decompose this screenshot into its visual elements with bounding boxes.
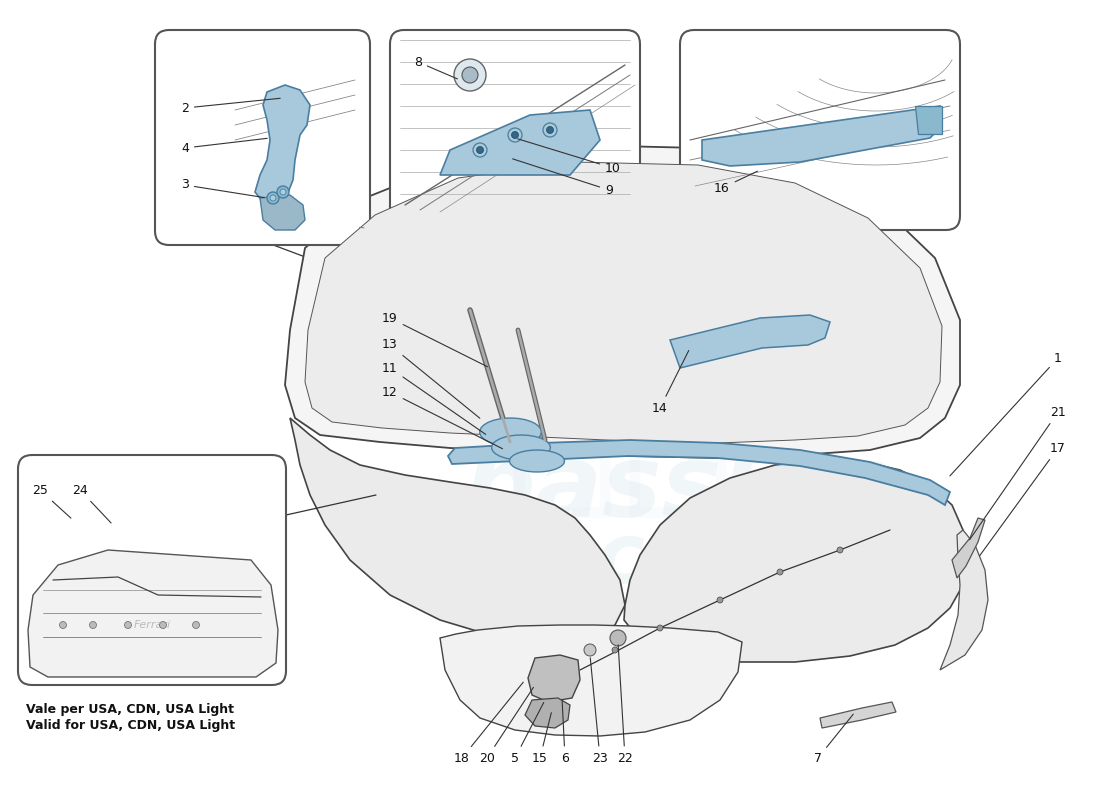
Circle shape xyxy=(612,647,618,653)
Text: 19: 19 xyxy=(382,311,487,366)
Text: 22: 22 xyxy=(617,645,632,765)
Polygon shape xyxy=(480,418,541,446)
Text: since 1985: since 1985 xyxy=(458,519,962,601)
Text: 13: 13 xyxy=(382,338,480,418)
Circle shape xyxy=(777,569,783,575)
Circle shape xyxy=(657,625,663,631)
FancyBboxPatch shape xyxy=(155,30,370,245)
Circle shape xyxy=(267,192,279,204)
Text: 𝓖𝓢: 𝓖𝓢 xyxy=(504,336,737,524)
Circle shape xyxy=(454,59,486,91)
FancyBboxPatch shape xyxy=(680,30,960,230)
Polygon shape xyxy=(952,518,984,578)
Circle shape xyxy=(837,547,843,553)
Text: 18: 18 xyxy=(454,682,524,765)
Text: 23: 23 xyxy=(591,658,608,765)
Text: Valid for USA, CDN, USA Light: Valid for USA, CDN, USA Light xyxy=(26,719,235,732)
Circle shape xyxy=(192,622,199,629)
Circle shape xyxy=(512,131,518,138)
Text: 11: 11 xyxy=(382,362,486,434)
Circle shape xyxy=(473,143,487,157)
Circle shape xyxy=(610,630,626,646)
Polygon shape xyxy=(260,195,305,230)
Polygon shape xyxy=(255,85,310,205)
Polygon shape xyxy=(448,440,950,505)
Circle shape xyxy=(547,126,553,134)
Polygon shape xyxy=(702,106,942,166)
Text: 9: 9 xyxy=(513,159,613,197)
Polygon shape xyxy=(525,698,570,728)
Text: 5: 5 xyxy=(512,702,543,765)
Text: 16: 16 xyxy=(714,171,758,194)
Text: 7: 7 xyxy=(814,714,854,765)
Circle shape xyxy=(462,67,478,83)
Polygon shape xyxy=(285,145,960,458)
Circle shape xyxy=(543,123,557,137)
Text: 15: 15 xyxy=(532,713,551,765)
Polygon shape xyxy=(440,625,742,736)
Circle shape xyxy=(476,146,484,154)
Polygon shape xyxy=(440,110,600,175)
Circle shape xyxy=(584,644,596,656)
Text: 24: 24 xyxy=(73,483,111,523)
Circle shape xyxy=(270,195,276,201)
Polygon shape xyxy=(940,530,988,670)
Circle shape xyxy=(124,622,132,629)
Text: 10: 10 xyxy=(518,139,620,174)
Polygon shape xyxy=(509,450,564,472)
Circle shape xyxy=(280,189,286,195)
Text: Ferrari: Ferrari xyxy=(133,620,170,630)
Polygon shape xyxy=(670,315,830,368)
Text: 3: 3 xyxy=(182,178,264,198)
Polygon shape xyxy=(28,550,278,677)
Polygon shape xyxy=(290,418,625,643)
Polygon shape xyxy=(820,702,896,728)
Text: 8: 8 xyxy=(414,55,458,79)
Circle shape xyxy=(59,622,66,629)
Text: 1: 1 xyxy=(950,351,1062,476)
Circle shape xyxy=(89,622,97,629)
FancyBboxPatch shape xyxy=(18,455,286,685)
Text: 17: 17 xyxy=(980,442,1066,556)
Text: 20: 20 xyxy=(480,687,534,765)
Circle shape xyxy=(717,597,723,603)
Text: 21: 21 xyxy=(969,406,1066,540)
Text: 6: 6 xyxy=(561,701,569,765)
Text: passion: passion xyxy=(464,442,896,538)
Text: 4: 4 xyxy=(182,138,267,154)
Text: 12: 12 xyxy=(382,386,503,449)
Polygon shape xyxy=(624,460,968,662)
Text: 2: 2 xyxy=(182,98,280,114)
Text: 14: 14 xyxy=(652,350,689,414)
Circle shape xyxy=(277,186,289,198)
Text: 25: 25 xyxy=(32,483,70,518)
Polygon shape xyxy=(305,162,942,443)
FancyBboxPatch shape xyxy=(390,30,640,230)
Text: Vale per USA, CDN, USA Light: Vale per USA, CDN, USA Light xyxy=(26,703,234,716)
Polygon shape xyxy=(492,435,550,460)
Polygon shape xyxy=(915,106,942,134)
Polygon shape xyxy=(528,655,580,702)
Circle shape xyxy=(508,128,522,142)
Circle shape xyxy=(160,622,166,629)
